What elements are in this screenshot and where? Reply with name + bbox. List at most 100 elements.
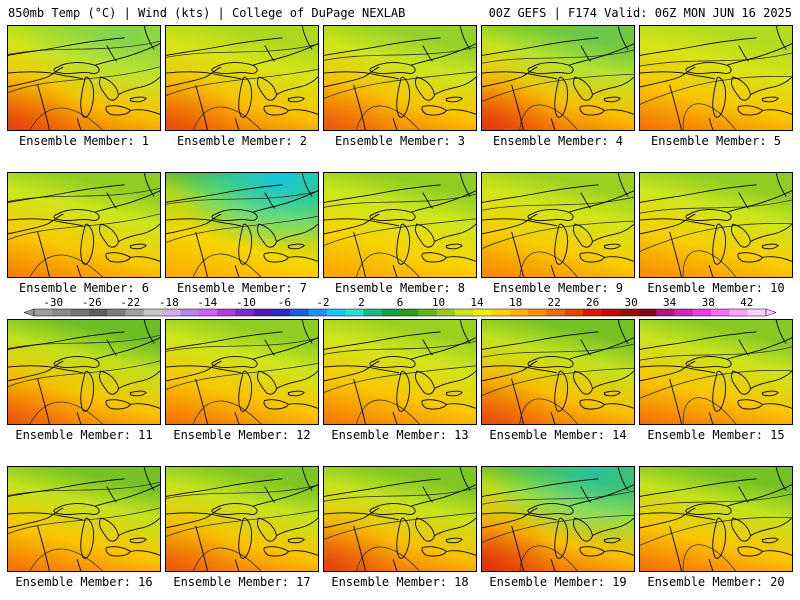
height-contours — [166, 484, 318, 571]
great-lakes-coastline — [482, 467, 634, 571]
colorbar-swatch — [70, 309, 90, 316]
colorbar-swatch — [363, 309, 383, 316]
colorbar-swatch — [400, 309, 419, 316]
ensemble-member-map — [481, 466, 635, 572]
height-contours — [482, 343, 634, 424]
ensemble-member-label: Ensemble Member: 20 — [647, 575, 785, 589]
great-lakes-coastline — [166, 320, 318, 424]
great-lakes-coastline — [8, 320, 160, 424]
great-lakes-coastline — [482, 26, 634, 130]
colorbar-swatch — [180, 309, 200, 316]
great-lakes-coastline — [324, 26, 476, 130]
temperature-field — [482, 467, 634, 571]
great-lakes-coastline — [166, 173, 318, 277]
ensemble-member-map — [165, 319, 319, 425]
great-lakes-coastline — [640, 26, 792, 130]
height-contours — [482, 49, 634, 130]
great-lakes-coastline — [8, 26, 160, 130]
colorbar-tick-label: -18 — [159, 296, 179, 309]
colorbar-swatch — [34, 309, 53, 316]
temperature-field — [482, 26, 634, 130]
valid-time: 00Z GEFS | F174 Valid: 06Z MON JUN 16 20… — [488, 6, 792, 20]
ensemble-member-label: Ensemble Member: 18 — [331, 575, 469, 589]
ensemble-member-map — [481, 172, 635, 278]
colorbar-tick-label: -30 — [43, 296, 63, 309]
colorbar-swatch — [546, 309, 566, 316]
colorbar-tick-label: 42 — [740, 296, 753, 309]
ensemble-member-map — [165, 466, 319, 572]
colorbar-swatch — [143, 309, 163, 316]
colorbar-swatch — [52, 309, 71, 316]
ensemble-member-map — [323, 319, 477, 425]
colorbar-swatch — [290, 309, 309, 316]
colorbar-swatch — [564, 309, 584, 316]
colorbar-tick-label: -10 — [236, 296, 256, 309]
temperature-field — [324, 173, 476, 277]
height-contours — [640, 346, 792, 424]
ensemble-member-map — [165, 25, 319, 131]
colorbar-tick-label: 26 — [586, 296, 599, 309]
colorbar-tick-label: 10 — [432, 296, 445, 309]
ensemble-member-label: Ensemble Member: 6 — [18, 281, 150, 295]
colorbar-tick-label: -26 — [82, 296, 102, 309]
height-contours — [8, 187, 160, 277]
ensemble-member-map — [481, 319, 635, 425]
great-lakes-coastline — [8, 467, 160, 571]
temperature-field — [166, 320, 318, 424]
colorbar-tick-label: 18 — [509, 296, 522, 309]
temperature-field — [324, 320, 476, 424]
height-contours — [482, 490, 634, 571]
great-lakes-coastline — [640, 320, 792, 424]
great-lakes-coastline — [324, 320, 476, 424]
great-lakes-coastline — [482, 320, 634, 424]
temperature-field — [640, 467, 792, 571]
colorbar-tick-label: 22 — [547, 296, 560, 309]
ensemble-member-map — [7, 172, 161, 278]
ensemble-member-label: Ensemble Member: 11 — [15, 428, 153, 442]
colorbar-swatch — [271, 309, 291, 316]
temperature-field — [166, 26, 318, 130]
ensemble-member-map — [323, 466, 477, 572]
colorbar-swatch — [692, 309, 712, 316]
colorbar-swatch — [253, 309, 273, 316]
temperature-field — [640, 26, 792, 130]
temperature-field — [8, 320, 160, 424]
great-lakes-coastline — [8, 173, 160, 277]
colorbar-swatch — [619, 309, 639, 316]
great-lakes-coastline — [324, 173, 476, 277]
colorbar-swatch — [747, 309, 767, 316]
colorbar-swatch — [454, 309, 474, 316]
colorbar-swatch — [107, 309, 126, 316]
colorbar-swatch — [637, 309, 657, 316]
ensemble-member-label: Ensemble Member: 19 — [489, 575, 627, 589]
ensemble-member-label: Ensemble Member: 13 — [331, 428, 469, 442]
temperature-field — [324, 26, 476, 130]
ensemble-member-map — [323, 172, 477, 278]
temperature-field — [8, 467, 160, 571]
height-contours — [166, 190, 318, 277]
ensemble-member-map — [639, 319, 793, 425]
temperature-field — [166, 173, 318, 277]
colorbar-tick-label: 34 — [663, 296, 677, 309]
height-contours — [640, 493, 792, 571]
colorbar-tick-label: 14 — [470, 296, 484, 309]
colorbar-tick-label: -2 — [316, 296, 329, 309]
ensemble-member-map — [7, 319, 161, 425]
great-lakes-coastline — [166, 467, 318, 571]
colorbar-high-arrow — [765, 308, 777, 317]
ensemble-member-map — [639, 172, 793, 278]
colorbar-swatch — [418, 309, 437, 316]
colorbar-tick-label: -6 — [278, 296, 291, 309]
colorbar-tick-label: 2 — [358, 296, 365, 309]
temperature-field — [640, 320, 792, 424]
ensemble-member-map — [481, 25, 635, 131]
ensemble-member-label: Ensemble Member: 14 — [489, 428, 627, 442]
map-title: 850mb Temp (°C) | Wind (kts) | College o… — [8, 6, 406, 20]
ensemble-member-label: Ensemble Member: 9 — [492, 281, 624, 295]
colorbar-swatch — [235, 309, 254, 316]
colorbar-swatch — [473, 309, 492, 316]
colorbar-swatch — [326, 309, 346, 316]
great-lakes-coastline — [640, 173, 792, 277]
ensemble-member-map — [7, 466, 161, 572]
height-contours — [482, 196, 634, 277]
